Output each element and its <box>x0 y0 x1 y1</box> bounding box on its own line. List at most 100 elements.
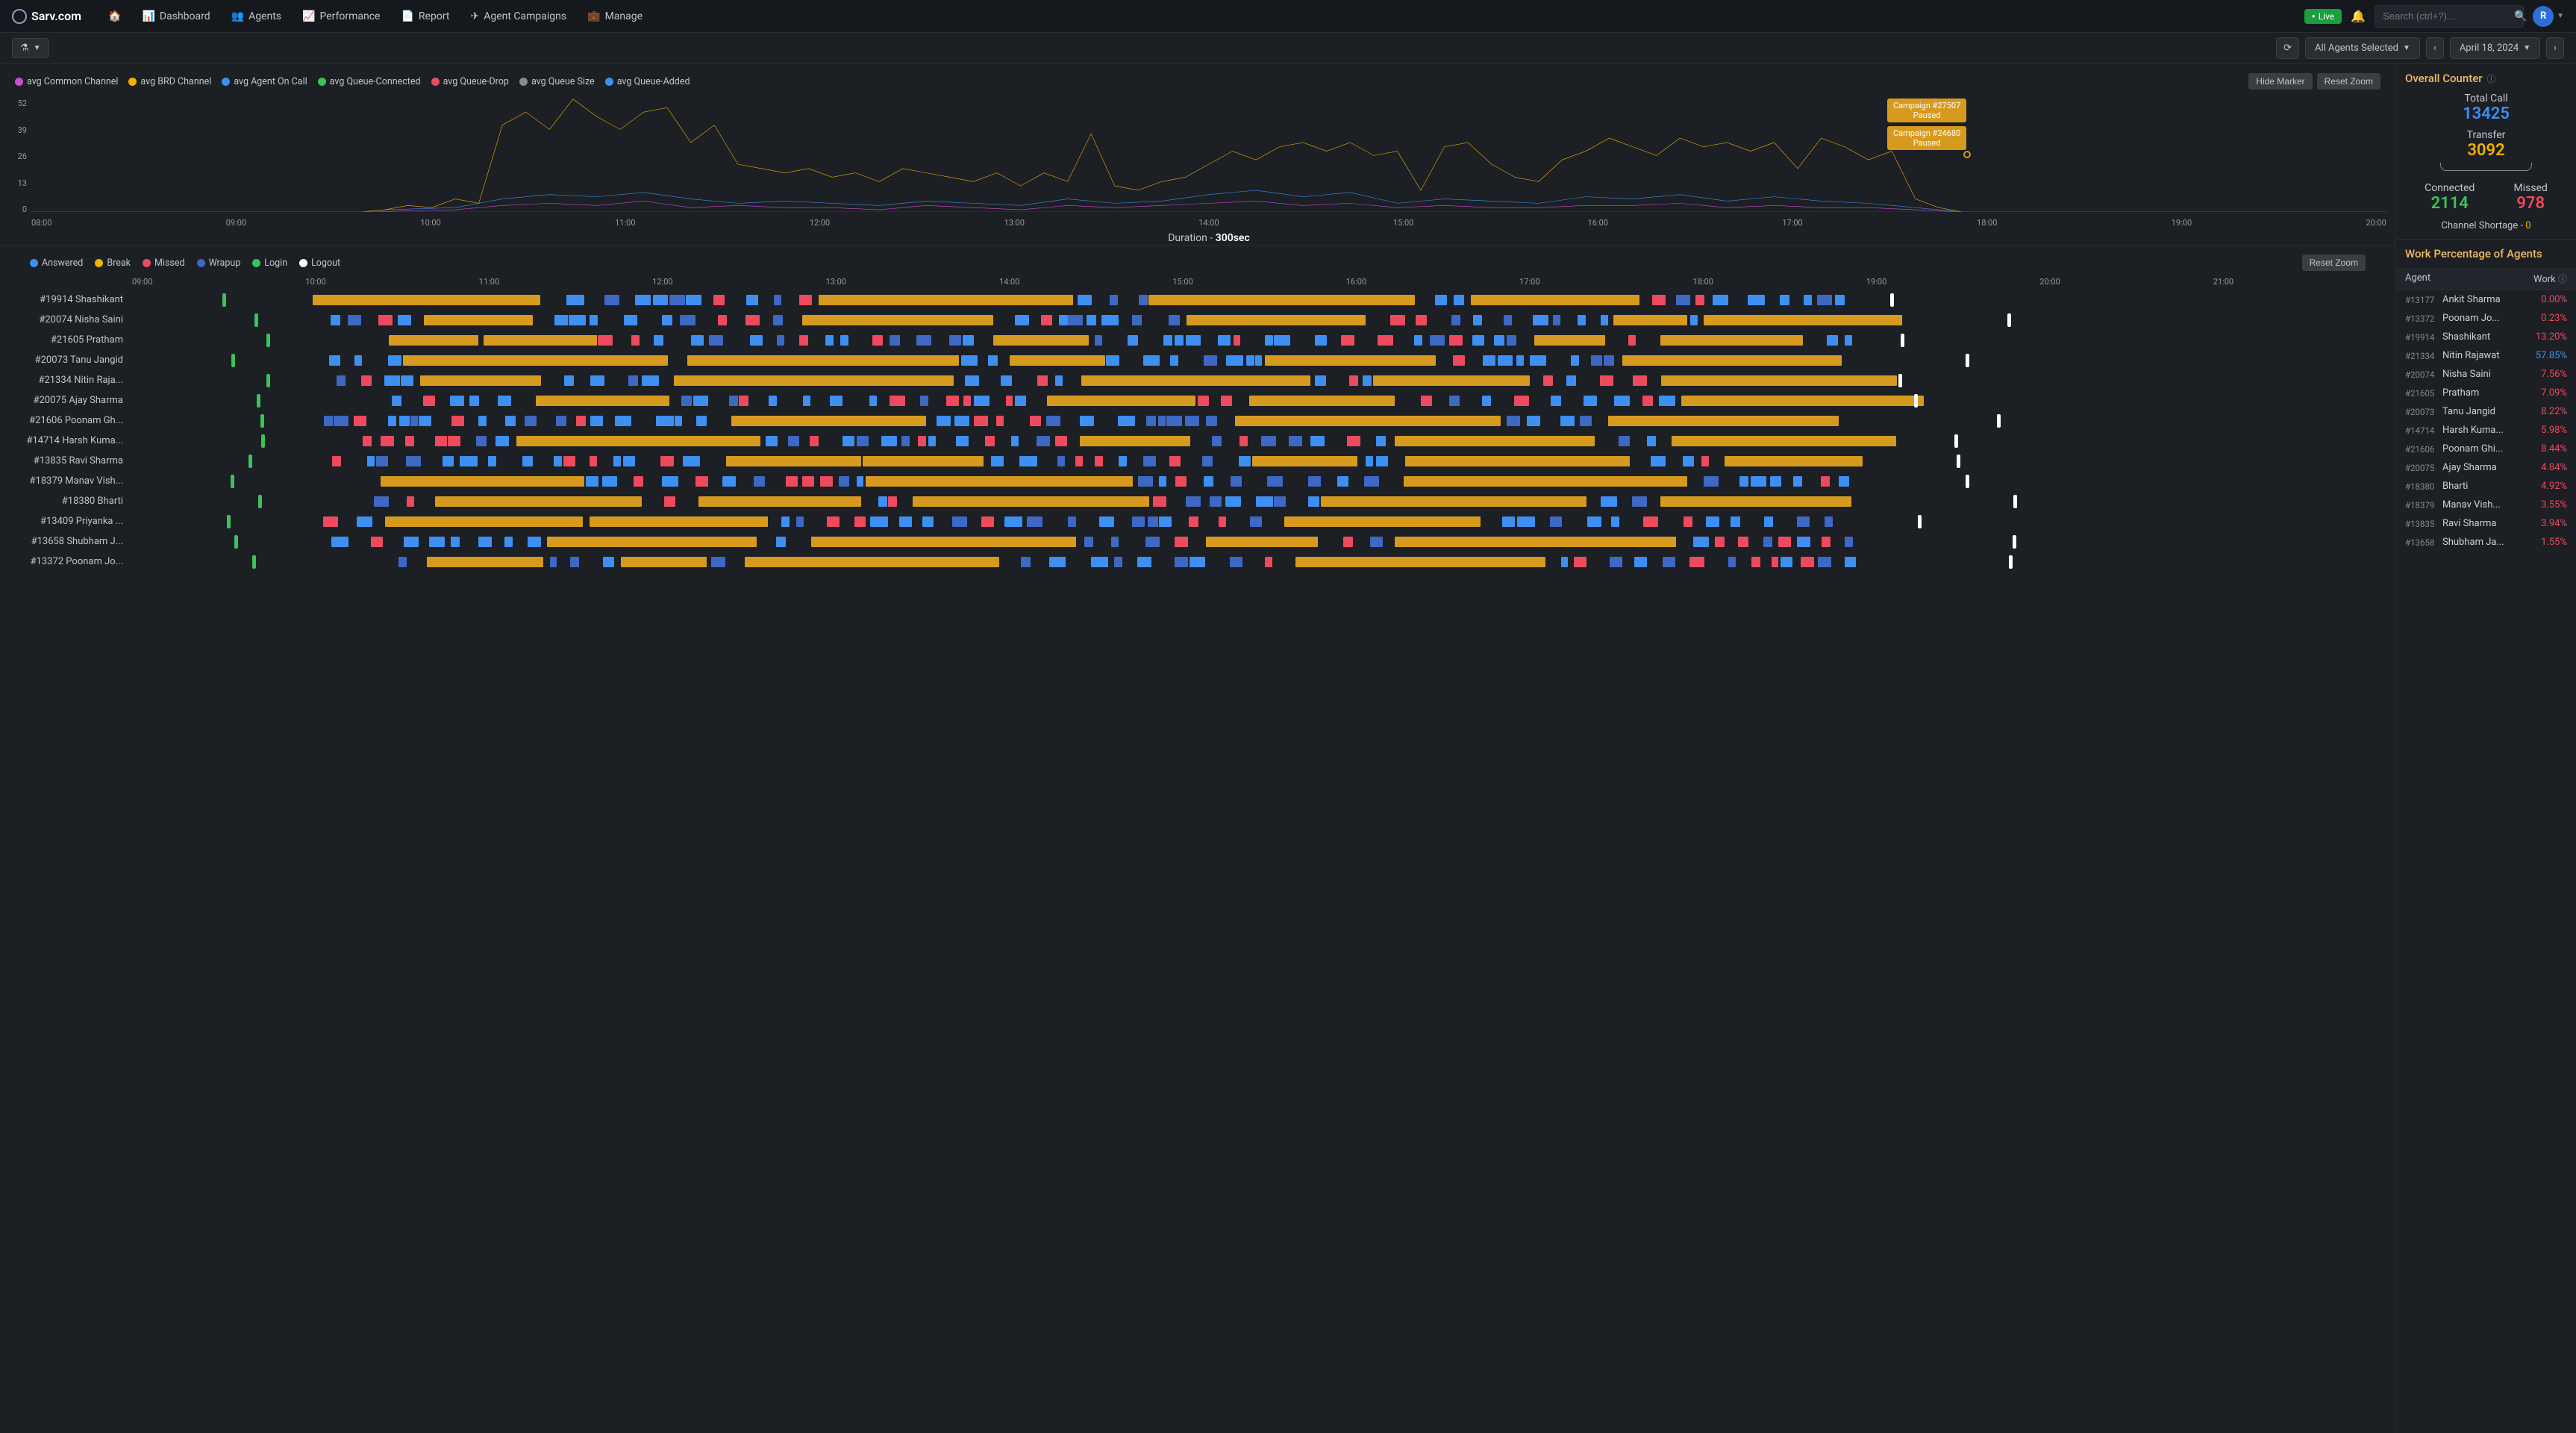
nav-icon: ✈ <box>470 10 479 22</box>
work-row[interactable]: #13177Ankit Sharma0.00% <box>2396 290 2576 309</box>
nav-item-manage[interactable]: 💼Manage <box>578 4 651 28</box>
work-row[interactable]: #18379Manav Vish...3.55% <box>2396 496 2576 514</box>
work-id: #21605 <box>2405 388 2442 399</box>
gantt-row[interactable]: #18380 Bharti <box>9 491 2386 511</box>
work-row[interactable]: #13835Ravi Sharma3.94% <box>2396 514 2576 533</box>
refresh-button[interactable]: ⟳ <box>2276 37 2299 59</box>
legend-dot <box>431 78 440 86</box>
work-row[interactable]: #13658Shubham Ja...1.55% <box>2396 533 2576 552</box>
notifications-icon[interactable]: 🔔 <box>2342 9 2375 23</box>
x-axis-labels: 08:0009:0010:0011:0012:0013:0014:0015:00… <box>31 215 2386 228</box>
work-row[interactable]: #20075Ajay Sharma4.84% <box>2396 458 2576 477</box>
legend-label: avg BRD Channel <box>140 76 211 87</box>
filter-icon: ⚗ <box>20 43 29 54</box>
nav-item-agents[interactable]: 👥Agents <box>222 4 290 28</box>
info-icon[interactable]: ⓘ <box>2558 274 2567 284</box>
legend-label: avg Common Channel <box>27 76 118 87</box>
search-box[interactable]: 🔍 <box>2375 5 2524 28</box>
gantt-legend-item[interactable]: Answered <box>30 257 83 269</box>
gantt-track <box>132 455 2386 468</box>
gantt-row[interactable]: #21606 Poonam Gh... <box>9 410 2386 431</box>
logo[interactable]: Sarv.com <box>12 9 81 24</box>
legend-item[interactable]: avg BRD Channel <box>128 76 211 87</box>
filter-button[interactable]: ⚗ ▼ <box>12 38 49 58</box>
legend-dot <box>318 78 326 86</box>
work-pct: 7.56% <box>2525 369 2567 380</box>
hide-marker-button[interactable]: Hide Marker <box>2248 73 2312 90</box>
legend-item[interactable]: avg Common Channel <box>15 76 118 87</box>
gantt-row[interactable]: #13409 Priyanka ... <box>9 511 2386 531</box>
gantt-track <box>132 374 2386 387</box>
gantt-row[interactable]: #20074 Nisha Saini <box>9 310 2386 330</box>
next-date-button[interactable]: › <box>2546 37 2564 59</box>
campaign-marker[interactable]: Campaign #24680Paused <box>1887 126 1966 150</box>
gantt-legend-item[interactable]: Login <box>252 257 287 269</box>
nav-icon: 📄 <box>401 10 413 22</box>
work-row[interactable]: #18380Bharti4.92% <box>2396 477 2576 496</box>
campaign-marker[interactable]: Campaign #27507Paused <box>1887 99 1966 122</box>
legend-item[interactable]: avg Queue-Connected <box>318 76 421 87</box>
work-row[interactable]: #20074Nisha Saini7.56% <box>2396 365 2576 384</box>
legend-item[interactable]: avg Queue-Added <box>605 76 690 87</box>
gantt-row-label: #19914 Shashikant <box>9 294 132 305</box>
legend-item[interactable]: avg Queue-Drop <box>431 76 509 87</box>
gantt-row[interactable]: #14714 Harsh Kuma... <box>9 431 2386 451</box>
counter-title: Overall Counter ⓘ <box>2405 72 2567 85</box>
work-row[interactable]: #21605Pratham7.09% <box>2396 384 2576 402</box>
info-icon[interactable]: ⓘ <box>2487 72 2496 85</box>
gantt-legend-item[interactable]: Wrapup <box>197 257 241 269</box>
work-row[interactable]: #14714Harsh Kuma...5.98% <box>2396 421 2576 440</box>
work-id: #20073 <box>2405 407 2442 417</box>
agents-selector[interactable]: All Agents Selected ▼ <box>2305 37 2420 59</box>
user-menu-caret[interactable]: ▼ <box>2557 12 2564 20</box>
search-icon[interactable]: 🔍 <box>2514 10 2527 22</box>
work-id: #18379 <box>2405 500 2442 511</box>
work-pct: 3.94% <box>2525 518 2567 529</box>
gantt-row[interactable]: #19914 Shashikant <box>9 290 2386 310</box>
work-id: #21334 <box>2405 351 2442 361</box>
nav-icon: 👥 <box>231 10 244 22</box>
work-id: #20074 <box>2405 369 2442 380</box>
gantt-row[interactable]: #21605 Pratham <box>9 330 2386 350</box>
gantt-row[interactable]: #20073 Tanu Jangid <box>9 350 2386 370</box>
legend-item[interactable]: avg Queue Size <box>519 76 595 87</box>
work-pct: 13.20% <box>2525 331 2567 343</box>
chevron-down-icon: ▼ <box>2523 44 2530 52</box>
gantt-row[interactable]: #18379 Manav Vish... <box>9 471 2386 491</box>
search-input[interactable] <box>2383 10 2514 22</box>
user-avatar[interactable]: R <box>2533 6 2554 27</box>
work-row[interactable]: #21334Nitin Rajawat57.85% <box>2396 346 2576 365</box>
gantt-row[interactable]: #13658 Shubham J... <box>9 531 2386 552</box>
nav-item-report[interactable]: 📄Report <box>392 4 458 28</box>
gantt-track <box>132 394 2386 408</box>
prev-date-button[interactable]: ‹ <box>2426 37 2444 59</box>
work-row[interactable]: #13372Poonam Jo...0.23% <box>2396 309 2576 328</box>
legend-item[interactable]: avg Agent On Call <box>222 76 307 87</box>
nav-item-home[interactable]: 🏠 <box>99 4 130 28</box>
gantt-row[interactable]: #13835 Ravi Sharma <box>9 451 2386 471</box>
nav-label: Agent Campaigns <box>484 10 566 22</box>
date-picker[interactable]: April 18, 2024 ▼ <box>2450 37 2540 59</box>
nav-item-agent-campaigns[interactable]: ✈ Agent Campaigns <box>461 4 575 28</box>
work-row[interactable]: #19914Shashikant13.20% <box>2396 328 2576 346</box>
gantt-track <box>132 495 2386 508</box>
gantt-row[interactable]: #21334 Nitin Raja... <box>9 370 2386 390</box>
gantt-row[interactable]: #13372 Poonam Jo... <box>9 552 2386 572</box>
gantt-row-label: #18379 Manav Vish... <box>9 475 132 487</box>
nav-item-dashboard[interactable]: 📊Dashboard <box>133 4 219 28</box>
chart-area[interactable]: 013263952 Campaign #27507PausedCampaign … <box>9 93 2386 242</box>
legend-dot <box>222 78 230 86</box>
gantt-x-axis: 09:0010:0011:0012:0013:0014:0015:0016:00… <box>9 277 2386 287</box>
work-row[interactable]: #20073Tanu Jangid8.22% <box>2396 402 2576 421</box>
gantt-legend-item[interactable]: Logout <box>299 257 340 269</box>
gantt-legend-item[interactable]: Break <box>95 257 131 269</box>
reset-zoom-button[interactable]: Reset Zoom <box>2317 73 2380 90</box>
work-pct: 4.84% <box>2525 462 2567 473</box>
live-badge[interactable]: Live <box>2304 9 2342 24</box>
work-row[interactable]: #21606Poonam Ghi...8.44% <box>2396 440 2576 458</box>
nav-item-performance[interactable]: 📈Performance <box>293 4 389 28</box>
gantt-row[interactable]: #20075 Ajay Sharma <box>9 390 2386 410</box>
gantt-legend-item[interactable]: Missed <box>143 257 185 269</box>
gantt-reset-zoom-button[interactable]: Reset Zoom <box>2302 255 2366 271</box>
work-name: Pratham <box>2442 387 2525 399</box>
